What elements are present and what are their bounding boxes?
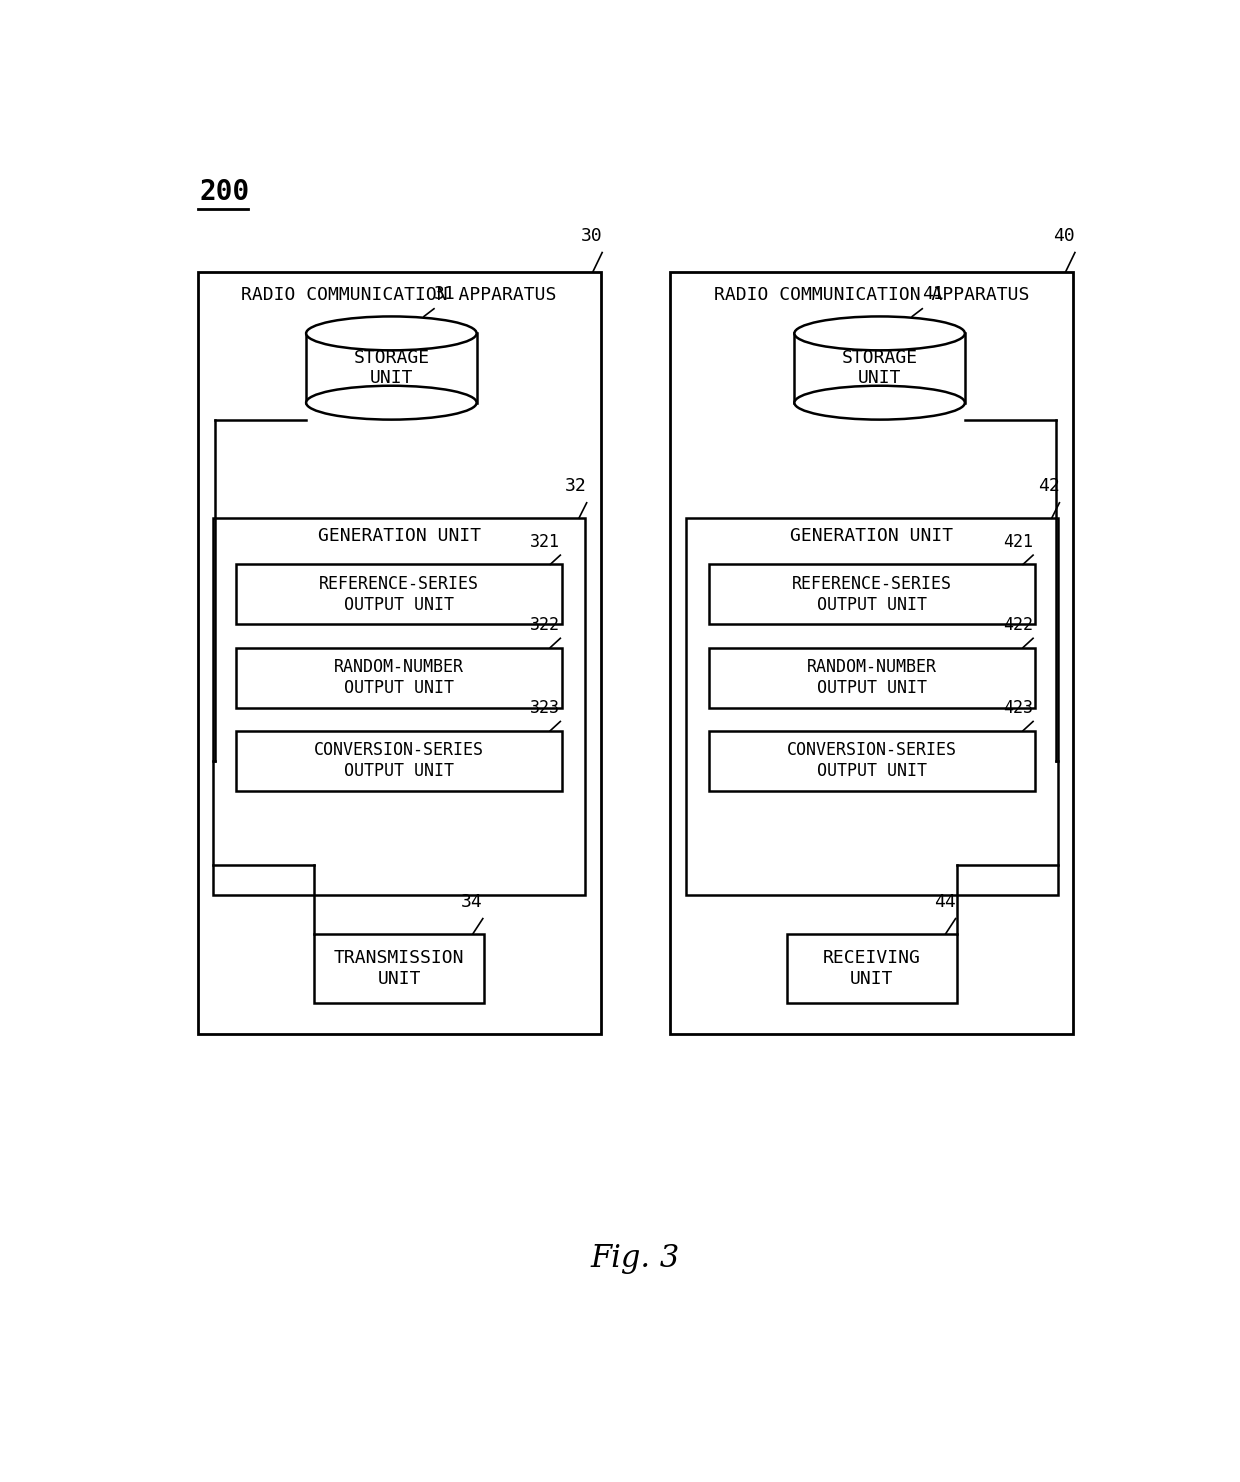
FancyBboxPatch shape xyxy=(671,271,1074,1034)
FancyBboxPatch shape xyxy=(709,648,1034,707)
Text: STORAGE
UNIT: STORAGE UNIT xyxy=(842,348,918,387)
Ellipse shape xyxy=(795,317,965,350)
Text: 30: 30 xyxy=(580,227,603,245)
Text: 323: 323 xyxy=(531,700,560,717)
Text: 321: 321 xyxy=(531,532,560,550)
FancyBboxPatch shape xyxy=(786,934,957,1003)
Ellipse shape xyxy=(306,317,476,350)
Text: 322: 322 xyxy=(531,615,560,634)
Text: REFERENCE-SERIES
OUTPUT UNIT: REFERENCE-SERIES OUTPUT UNIT xyxy=(792,575,952,614)
Text: 31: 31 xyxy=(434,285,456,302)
FancyBboxPatch shape xyxy=(709,731,1034,791)
FancyBboxPatch shape xyxy=(314,934,485,1003)
Text: 34: 34 xyxy=(461,892,482,911)
Text: TRANSMISSION
UNIT: TRANSMISSION UNIT xyxy=(334,950,464,988)
Text: GENERATION UNIT: GENERATION UNIT xyxy=(790,528,954,545)
FancyBboxPatch shape xyxy=(237,648,562,707)
Ellipse shape xyxy=(795,385,965,419)
Bar xyxy=(795,333,965,403)
Text: 421: 421 xyxy=(1003,532,1033,550)
Text: GENERATION UNIT: GENERATION UNIT xyxy=(317,528,481,545)
Text: 41: 41 xyxy=(923,285,944,302)
FancyBboxPatch shape xyxy=(686,519,1058,895)
FancyBboxPatch shape xyxy=(213,519,585,895)
FancyBboxPatch shape xyxy=(237,731,562,791)
Text: STORAGE
UNIT: STORAGE UNIT xyxy=(353,348,429,387)
Text: 200: 200 xyxy=(200,178,250,206)
FancyBboxPatch shape xyxy=(709,565,1034,624)
Text: CONVERSION-SERIES
OUTPUT UNIT: CONVERSION-SERIES OUTPUT UNIT xyxy=(787,741,957,780)
FancyBboxPatch shape xyxy=(237,565,562,624)
Text: 44: 44 xyxy=(934,892,956,911)
Text: CONVERSION-SERIES
OUTPUT UNIT: CONVERSION-SERIES OUTPUT UNIT xyxy=(314,741,484,780)
Text: RANDOM-NUMBER
OUTPUT UNIT: RANDOM-NUMBER OUTPUT UNIT xyxy=(807,658,937,697)
Ellipse shape xyxy=(306,385,476,419)
Text: RANDOM-NUMBER
OUTPUT UNIT: RANDOM-NUMBER OUTPUT UNIT xyxy=(334,658,464,697)
Text: REFERENCE-SERIES
OUTPUT UNIT: REFERENCE-SERIES OUTPUT UNIT xyxy=(319,575,479,614)
Text: 32: 32 xyxy=(565,477,587,495)
Bar xyxy=(306,333,476,403)
Text: 40: 40 xyxy=(1053,227,1075,245)
Text: 42: 42 xyxy=(1038,477,1059,495)
Text: RADIO COMMUNICATION APPARATUS: RADIO COMMUNICATION APPARATUS xyxy=(714,286,1029,304)
Text: RADIO COMMUNICATION APPARATUS: RADIO COMMUNICATION APPARATUS xyxy=(242,286,557,304)
Text: 423: 423 xyxy=(1003,700,1033,717)
FancyBboxPatch shape xyxy=(197,271,600,1034)
Text: 422: 422 xyxy=(1003,615,1033,634)
Text: Fig. 3: Fig. 3 xyxy=(591,1243,680,1275)
Text: RECEIVING
UNIT: RECEIVING UNIT xyxy=(823,950,921,988)
